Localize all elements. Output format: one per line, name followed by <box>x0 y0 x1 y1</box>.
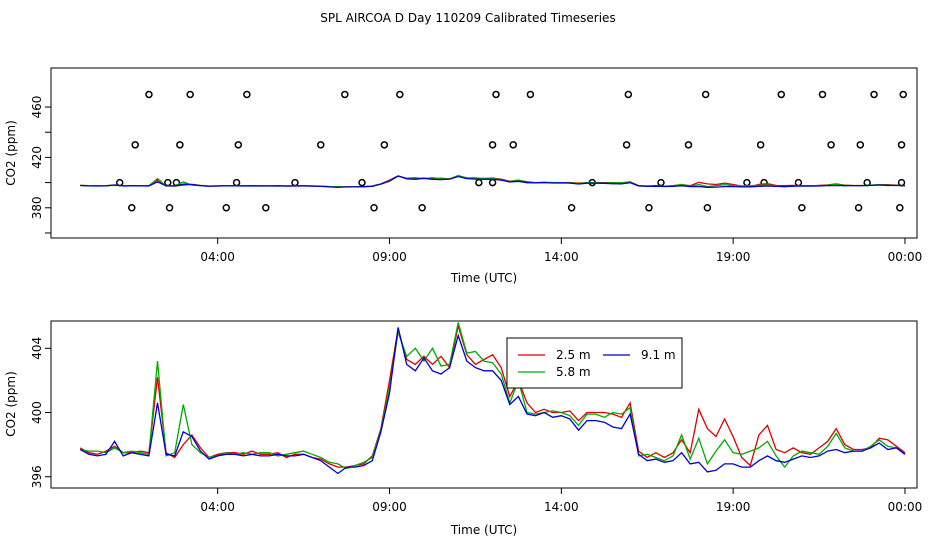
legend: 2.5 m 5.8 m 9.1 m <box>506 337 683 389</box>
bottom-x-tick-label: 09:00 <box>372 500 407 514</box>
calibration-point <box>870 90 878 99</box>
bottom-x-tick-label: 14:00 <box>544 500 579 514</box>
calibration-point <box>684 141 693 149</box>
calibration-point <box>358 178 366 187</box>
top-x-axis-label: Time (UTC) <box>450 271 517 285</box>
calibration-point <box>645 204 653 212</box>
bottom-x-ticks: 04:00 09:00 14:00 19:00 00:00 <box>200 488 922 514</box>
top-y-ticks: 380 420 460 <box>30 96 51 234</box>
calibration-point <box>131 141 139 149</box>
calibration-point <box>657 178 665 187</box>
bottom-plot-frame <box>50 320 918 489</box>
top-x-ticks: 04:00 09:00 14:00 19:00 00:00 <box>200 238 922 264</box>
calibration-point <box>624 90 633 99</box>
top-x-tick-label: 04:00 <box>200 250 235 264</box>
calibration-point <box>176 141 184 149</box>
calibration-point <box>380 141 389 149</box>
calibration-point <box>756 141 765 149</box>
bottom-x-tick-label: 04:00 <box>200 500 235 514</box>
calibration-point <box>186 90 194 99</box>
calibration-point <box>262 204 270 212</box>
bottom-x-tick-label: 19:00 <box>716 500 751 514</box>
calibration-point <box>243 90 251 99</box>
calibration-point <box>777 90 786 99</box>
calibration-point <box>165 204 174 212</box>
top-plot-frame <box>50 67 918 239</box>
top-y-tick-label: 420 <box>30 146 44 169</box>
calibration-point <box>488 178 497 187</box>
calibration-point <box>897 178 906 187</box>
bottom-x-tick-label: 00:00 <box>888 500 923 514</box>
bottom-y-tick-label: 396 <box>30 465 44 488</box>
calibration-point <box>370 204 378 212</box>
calibration-point <box>703 204 712 212</box>
calibration-point <box>341 90 349 99</box>
calibration-point <box>128 204 136 212</box>
bottom-series-lines <box>79 322 906 475</box>
calibration-point <box>234 141 243 149</box>
bottom-series-line-5-8-m <box>80 322 906 470</box>
calibration-point <box>145 90 153 99</box>
bottom-y-tick-label: 400 <box>30 401 44 424</box>
legend-label-9-1m: 9.1 m <box>641 348 676 362</box>
legend-box <box>506 337 683 389</box>
calibration-point <box>222 204 231 212</box>
calibration-point <box>317 141 325 149</box>
calibration-point <box>856 141 865 149</box>
calibration-point <box>818 90 827 99</box>
top-series-line-9-1-m <box>80 175 906 189</box>
calibration-point <box>291 178 299 187</box>
top-x-tick-label: 19:00 <box>716 250 751 264</box>
calibration-point <box>743 178 751 187</box>
calibration-point <box>622 141 631 149</box>
bottom-y-axis-label: CO2 (ppm) <box>4 371 18 437</box>
calibration-point <box>509 141 517 149</box>
calibration-point <box>896 204 904 212</box>
bottom-series-line-9-1-m <box>79 327 906 475</box>
calibration-point <box>418 204 426 212</box>
top-panel: CO2 (ppm) Time (UTC) 04:00 09:00 14:00 19:0… <box>4 67 922 285</box>
calibration-point <box>396 90 404 99</box>
calibration-point <box>492 90 500 99</box>
calibration-point <box>526 90 535 99</box>
calibration-point <box>897 141 906 149</box>
bottom-y-tick-label: 404 <box>30 337 44 360</box>
calibration-point <box>827 141 835 149</box>
bottom-x-axis-label: Time (UTC) <box>450 523 517 537</box>
calibration-point <box>899 90 908 99</box>
legend-label-5-8m: 5.8 m <box>556 365 591 379</box>
top-y-tick-label: 380 <box>30 196 44 219</box>
bottom-panel: CO2 (ppm) Time (UTC) 04:00 09:00 14:00 19:0… <box>4 320 922 537</box>
top-x-tick-label: 14:00 <box>544 250 579 264</box>
legend-label-2-5m: 2.5 m <box>556 348 591 362</box>
bottom-y-ticks: 396 400 404 <box>30 337 51 488</box>
top-series-lines <box>80 174 906 189</box>
calibration-point <box>232 178 241 187</box>
calibration-point <box>794 178 803 187</box>
top-x-tick-label: 09:00 <box>372 250 407 264</box>
calibration-point <box>798 204 806 212</box>
calibration-point <box>567 204 576 212</box>
calibration-point <box>475 178 483 187</box>
bottom-series-line-2-5-m <box>79 325 906 468</box>
top-calibration-points <box>115 90 908 212</box>
calibration-point <box>488 141 497 149</box>
calibration-point <box>701 90 710 99</box>
calibration-point <box>854 204 863 212</box>
chart-title: SPL AIRCOA D Day 110209 Calibrated Times… <box>320 11 615 25</box>
top-x-tick-label: 00:00 <box>888 250 923 264</box>
top-y-axis-label: CO2 (ppm) <box>4 120 18 186</box>
top-y-tick-label: 460 <box>30 96 44 119</box>
